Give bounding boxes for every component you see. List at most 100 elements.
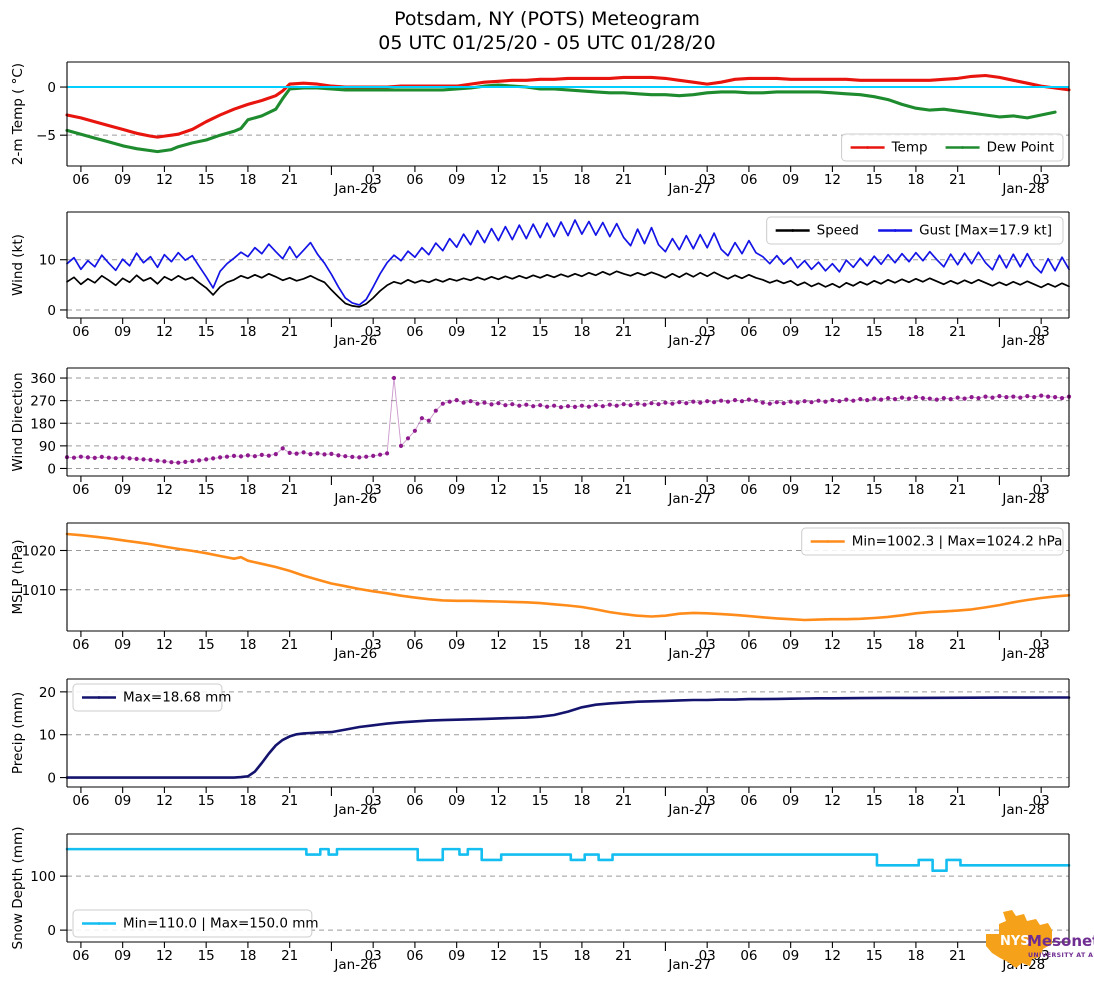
- x-tick-label: 15: [198, 482, 215, 498]
- logo-tagline: UNIVERSITY AT ALBANY: [1028, 952, 1094, 959]
- x-tick-label: 18: [907, 172, 924, 188]
- data-point: [204, 457, 209, 462]
- x-tick-label: 18: [907, 948, 924, 964]
- x-tick-label: 09: [782, 793, 799, 809]
- data-point: [621, 402, 626, 407]
- x-tick-label: 06: [406, 172, 423, 188]
- x-tick-label: 15: [532, 482, 549, 498]
- series-line-gust: [66, 219, 1070, 306]
- legend-marker: [791, 229, 795, 232]
- data-point: [788, 399, 793, 404]
- legend-marker: [893, 229, 897, 232]
- data-point: [1059, 396, 1065, 401]
- data-point: [169, 460, 174, 465]
- x-date-label: Jan-28: [1001, 802, 1045, 818]
- data-point: [983, 394, 988, 399]
- x-tick-label: 12: [156, 948, 173, 964]
- y-axis-label: MSLP (hPa): [10, 539, 26, 614]
- y-tick-label: 0: [47, 80, 56, 96]
- y-tick-label: 20: [39, 685, 56, 701]
- x-tick-label: 09: [114, 172, 131, 188]
- data-point: [892, 397, 898, 402]
- data-point: [684, 401, 689, 406]
- x-tick-label: 12: [490, 482, 507, 498]
- x-tick-label: 18: [907, 324, 924, 340]
- data-point: [1018, 395, 1023, 400]
- x-tick-label: 18: [573, 637, 590, 653]
- x-tick-label: 15: [532, 948, 549, 964]
- x-date-label: Jan-28: [1001, 333, 1045, 349]
- data-point: [461, 400, 466, 405]
- x-tick-label: 15: [532, 324, 549, 340]
- data-point: [732, 398, 738, 403]
- x-tick-label: 21: [949, 637, 966, 653]
- legend-mslp: Min=1002.3 | Max=1024.2 hPa: [801, 527, 1064, 556]
- data-point: [691, 399, 696, 404]
- x-tick-label: 09: [448, 324, 465, 340]
- data-point: [593, 403, 598, 408]
- data-point: [391, 375, 397, 381]
- data-point: [781, 401, 786, 406]
- x-tick-label: 12: [156, 324, 173, 340]
- data-point: [976, 396, 981, 401]
- new-york-state-shape: [986, 910, 1052, 968]
- data-point: [350, 454, 355, 459]
- data-point: [670, 401, 675, 406]
- x-tick-label: 21: [615, 637, 632, 653]
- data-point: [920, 396, 926, 401]
- data-point: [635, 401, 640, 406]
- x-tick-label: 18: [573, 793, 590, 809]
- legend-label: Temp: [891, 140, 928, 156]
- data-point: [106, 455, 111, 460]
- x-tick-label: 06: [740, 948, 757, 964]
- data-point: [433, 408, 438, 413]
- x-tick-label: 09: [782, 324, 799, 340]
- x-tick-label: 09: [448, 637, 465, 653]
- data-point: [85, 455, 90, 460]
- x-tick-label: 18: [573, 172, 590, 188]
- x-tick-label: 18: [239, 172, 256, 188]
- y-tick-label: 0: [47, 771, 56, 787]
- data-point: [879, 397, 884, 402]
- data-point: [71, 455, 77, 460]
- data-point: [218, 455, 223, 460]
- x-tick-label: 21: [949, 948, 966, 964]
- data-point: [746, 397, 752, 402]
- data-point: [412, 428, 417, 433]
- data-point: [997, 394, 1002, 399]
- data-point: [552, 403, 557, 408]
- x-tick-label: 09: [782, 948, 799, 964]
- data-point: [155, 458, 160, 463]
- data-point: [1011, 394, 1016, 399]
- page-title: Potsdam, NY (POTS) Meteogram: [394, 8, 700, 30]
- data-point: [141, 457, 146, 462]
- data-point: [795, 400, 800, 405]
- x-tick-label: 18: [239, 637, 256, 653]
- x-tick-label: 12: [824, 482, 841, 498]
- data-point: [906, 396, 912, 401]
- x-tick-label: 21: [615, 482, 632, 498]
- legend-label: Min=1002.3 | Max=1024.2 hPa: [852, 534, 1063, 550]
- data-point: [565, 404, 571, 409]
- x-tick-label: 09: [782, 482, 799, 498]
- legend-marker: [961, 146, 964, 149]
- x-tick-label: 06: [740, 324, 757, 340]
- x-tick-label: 03: [699, 482, 716, 498]
- x-tick-label: 03: [699, 793, 716, 809]
- data-point: [572, 404, 578, 409]
- data-point: [990, 395, 995, 400]
- x-tick-label: 18: [907, 793, 924, 809]
- x-tick-label: 06: [740, 637, 757, 653]
- data-point: [698, 400, 703, 405]
- x-tick-label: 15: [198, 637, 215, 653]
- x-date-label: Jan-26: [333, 646, 377, 662]
- x-tick-label: 15: [532, 637, 549, 653]
- data-point: [1039, 393, 1044, 398]
- data-point: [287, 450, 292, 455]
- x-date-label: Jan-28: [1001, 646, 1045, 662]
- data-point: [315, 451, 320, 456]
- data-point: [503, 403, 508, 408]
- data-point: [273, 452, 278, 457]
